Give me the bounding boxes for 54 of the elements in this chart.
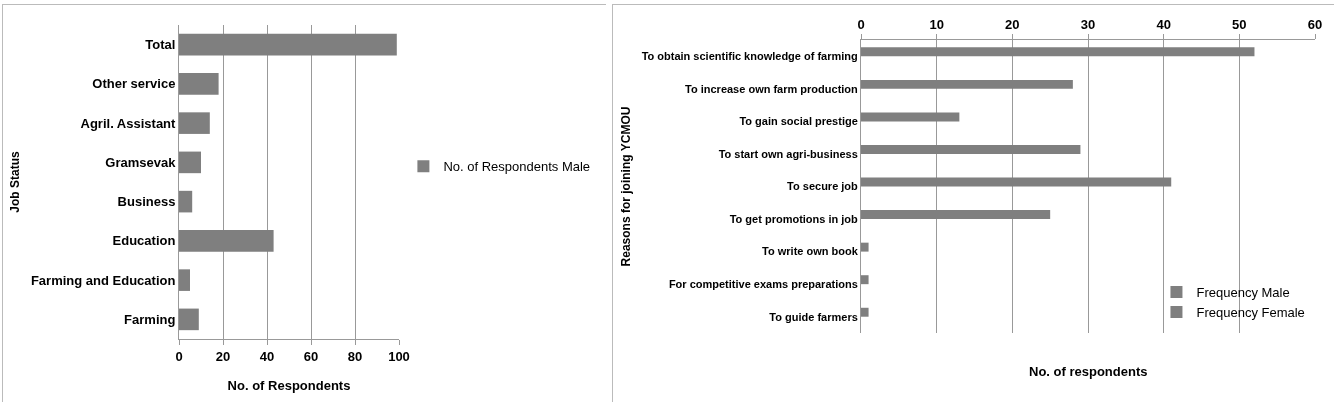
x2-tick-label: 40	[1156, 16, 1171, 32]
bar	[179, 151, 201, 174]
x-tick-label: 20	[215, 348, 231, 364]
x2-tick-label: 50	[1232, 16, 1247, 32]
y-tick-label: To get promotions in job	[729, 212, 859, 225]
bar	[861, 275, 869, 285]
y-tick-label: For competitive exams preparations	[668, 278, 858, 291]
bar	[179, 33, 397, 56]
bar	[179, 73, 219, 95]
y-tick-label: Farming and Education	[30, 272, 176, 288]
y-tick-label: To start own agri-business	[718, 147, 858, 160]
y-axis-title: Job Status	[8, 151, 23, 213]
bar	[179, 190, 193, 213]
bar	[861, 177, 1172, 187]
legend-label: No. of Respondents Male	[443, 159, 591, 175]
bar	[179, 269, 190, 291]
bar	[861, 242, 869, 252]
y-tick-label: Gramsevak	[105, 154, 177, 170]
y-tick-label: Other service	[92, 76, 176, 92]
y-axis-title: Reasons for joining YCMOU	[618, 106, 633, 267]
bar	[861, 144, 1081, 154]
y-tick-label: To guide farmers	[769, 310, 858, 323]
y-tick-label: Agril. Assistant	[80, 115, 177, 131]
legend-label: Frequency Male	[1196, 285, 1290, 301]
bar	[861, 79, 1073, 89]
x2-tick-label: 10	[929, 16, 944, 32]
y-tick-label: To secure job	[787, 180, 859, 193]
y-tick-label: To write own book	[762, 245, 859, 258]
bar	[861, 210, 1051, 220]
x-axis-title: No. of Respondents	[227, 378, 351, 394]
y-tick-label: To obtain scientific knowledge of farming	[641, 50, 858, 63]
x2-tick-label: 20	[1005, 16, 1020, 32]
x-tick-label: 0	[175, 348, 183, 364]
x2-tick-label: 60	[1307, 16, 1323, 32]
x-axis-title: No. of respondents	[1029, 364, 1148, 379]
y-tick-label: To gain social prestige	[739, 115, 858, 128]
bar	[861, 47, 1255, 57]
bar	[861, 307, 869, 317]
y-tick-label: To increase own farm production	[685, 82, 859, 95]
y-tick-label: Business	[117, 194, 176, 210]
bar	[179, 308, 199, 331]
bar	[179, 230, 274, 252]
y-tick-label: Education	[112, 233, 176, 249]
legend-label: Frequency Female	[1196, 305, 1305, 321]
x2-tick-label: 30	[1080, 16, 1096, 32]
y-tick-label: Total	[145, 37, 176, 53]
bar	[179, 112, 210, 134]
x2-tick-label: 0	[857, 16, 865, 32]
x-tick-label: 80	[347, 348, 363, 364]
x-tick-label: 100	[388, 348, 410, 364]
bar	[861, 112, 960, 122]
x-tick-label: 60	[303, 348, 319, 364]
x-tick-label: 40	[259, 348, 275, 364]
y-tick-label: Farming	[124, 311, 176, 327]
